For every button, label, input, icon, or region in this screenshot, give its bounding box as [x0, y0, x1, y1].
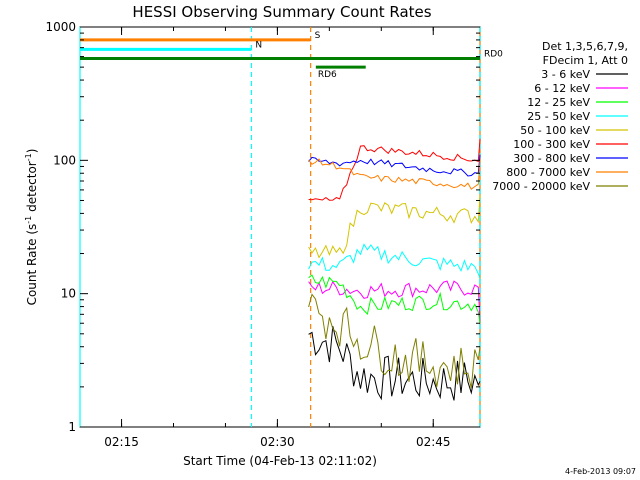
- series-line-3: [308, 243, 481, 279]
- x-axis-ticks: 02:15 02:30 02:45: [104, 27, 451, 449]
- series-line-0: [308, 326, 481, 401]
- y-tick-label-2: 100: [53, 153, 76, 167]
- y-axis-label-main: Count Rate (s: [25, 224, 39, 306]
- series-line-7: [308, 158, 481, 190]
- legend-label-1: 6 - 12 keV: [534, 82, 590, 95]
- legend-label-6: 300 - 800 keV: [513, 152, 590, 165]
- y-axis-label-sup1: -1: [24, 216, 33, 224]
- series-layer: [308, 138, 481, 401]
- chart-title: HESSI Observing Summary Count Rates: [132, 3, 431, 21]
- x-axis-label: Start Time (04-Feb-13 02:11:02): [183, 454, 377, 468]
- state-bars: S N RD6 RD0: [80, 31, 503, 80]
- legend-header-line-1: Det 1,3,5,6,7,9,: [542, 40, 628, 53]
- plot-area: S N RD6 RD0 02:15 02:30 02:45 1 10 100 1000: [45, 20, 503, 449]
- state-label-n: N: [255, 40, 262, 50]
- y-axis-ticks: 1 10 100 1000: [45, 20, 480, 434]
- state-label-rd0: RD0: [484, 50, 503, 60]
- y-axis-label-end: ): [25, 149, 39, 154]
- legend-label-5: 100 - 300 keV: [513, 138, 590, 151]
- y-axis-label: Count Rate (s-1 detector-1): [24, 149, 39, 306]
- y-tick-label-3: 1000: [45, 20, 76, 34]
- state-label-s: S: [315, 31, 321, 41]
- legend-label-0: 3 - 6 keV: [541, 68, 590, 81]
- legend-label-7: 800 - 7000 keV: [506, 166, 590, 179]
- y-axis-label-sup2: -1: [24, 153, 33, 161]
- series-line-5: [308, 138, 481, 201]
- x-tick-label-0: 02:15: [104, 435, 139, 449]
- legend-label-2: 12 - 25 keV: [527, 96, 590, 109]
- y-axis-label-mid: detector: [25, 161, 39, 216]
- legend-label-4: 50 - 100 keV: [520, 124, 590, 137]
- series-line-2: [308, 274, 481, 324]
- series-line-6: [308, 154, 481, 177]
- x-tick-label-1: 02:30: [260, 435, 295, 449]
- x-tick-label-2: 02:45: [416, 435, 451, 449]
- y-tick-label-0: 1: [68, 420, 76, 434]
- vertical-markers: [79, 27, 481, 427]
- state-label-rd6: RD6: [318, 70, 337, 80]
- series-line-4: [308, 194, 481, 259]
- legend-label-8: 7000 - 20000 keV: [492, 180, 590, 193]
- y-tick-label-1: 10: [61, 287, 76, 301]
- series-line-8: [308, 293, 481, 389]
- legend-label-3: 25 - 50 keV: [527, 110, 590, 123]
- timestamp-stamp: 4-Feb-2013 09:07: [565, 467, 636, 476]
- legend-header-line-2: FDecim 1, Att 0: [543, 54, 628, 67]
- series-line-1: [308, 280, 481, 324]
- legend: Det 1,3,5,6,7,9, FDecim 1, Att 0 3 - 6 k…: [492, 40, 628, 193]
